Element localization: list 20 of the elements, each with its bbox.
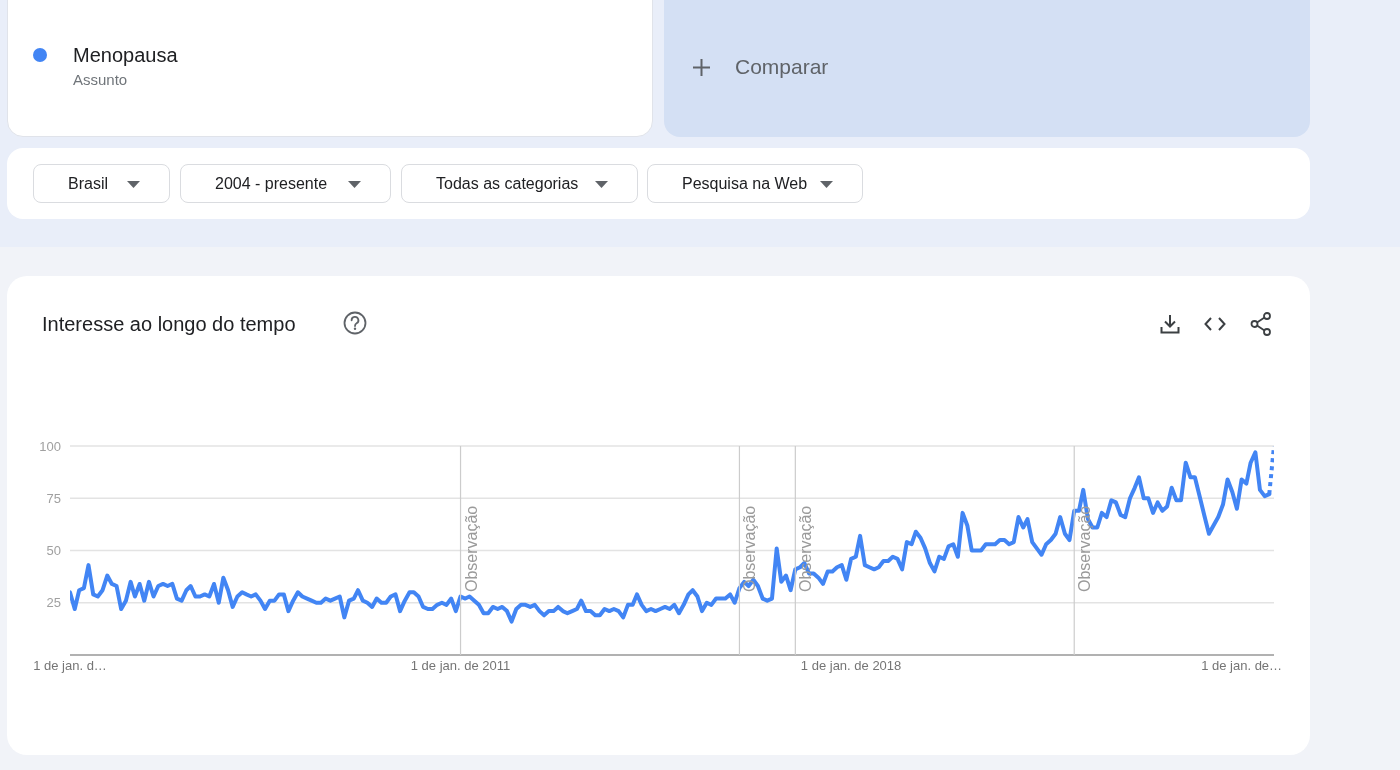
x-tick-label: 1 de jan. de…	[1201, 658, 1283, 674]
dropdown: Pesquisa na Web	[647, 164, 863, 203]
x-tick-label: 1 de jan. de 2018	[800, 658, 902, 674]
button: Comparar	[664, 0, 1310, 137]
x-tick-label: 1 de jan. d…	[33, 658, 107, 674]
y-tick-label: 75	[46, 490, 61, 506]
y-tick-label: 25	[46, 595, 61, 611]
text: Assunto	[73, 71, 128, 88]
dropdown: Brasil	[33, 164, 170, 203]
dropdown: 2004 - presente	[180, 164, 391, 203]
x-tick-label: 1 de jan. de 2011	[410, 658, 511, 674]
y-tick-label: 100	[39, 438, 61, 454]
ref-line-label: Observação	[797, 505, 815, 592]
y-tick-label: 50	[46, 543, 61, 559]
ref-line-label: Observação	[741, 505, 759, 592]
ref-line-label: Observação	[1076, 505, 1094, 592]
chart-title: Interesse ao longo do tempo	[42, 313, 296, 335]
legend-label: Menopausa	[73, 43, 178, 66]
dropdown: Todas as categorias	[401, 164, 638, 203]
ref-line-label: Observação	[462, 505, 480, 592]
